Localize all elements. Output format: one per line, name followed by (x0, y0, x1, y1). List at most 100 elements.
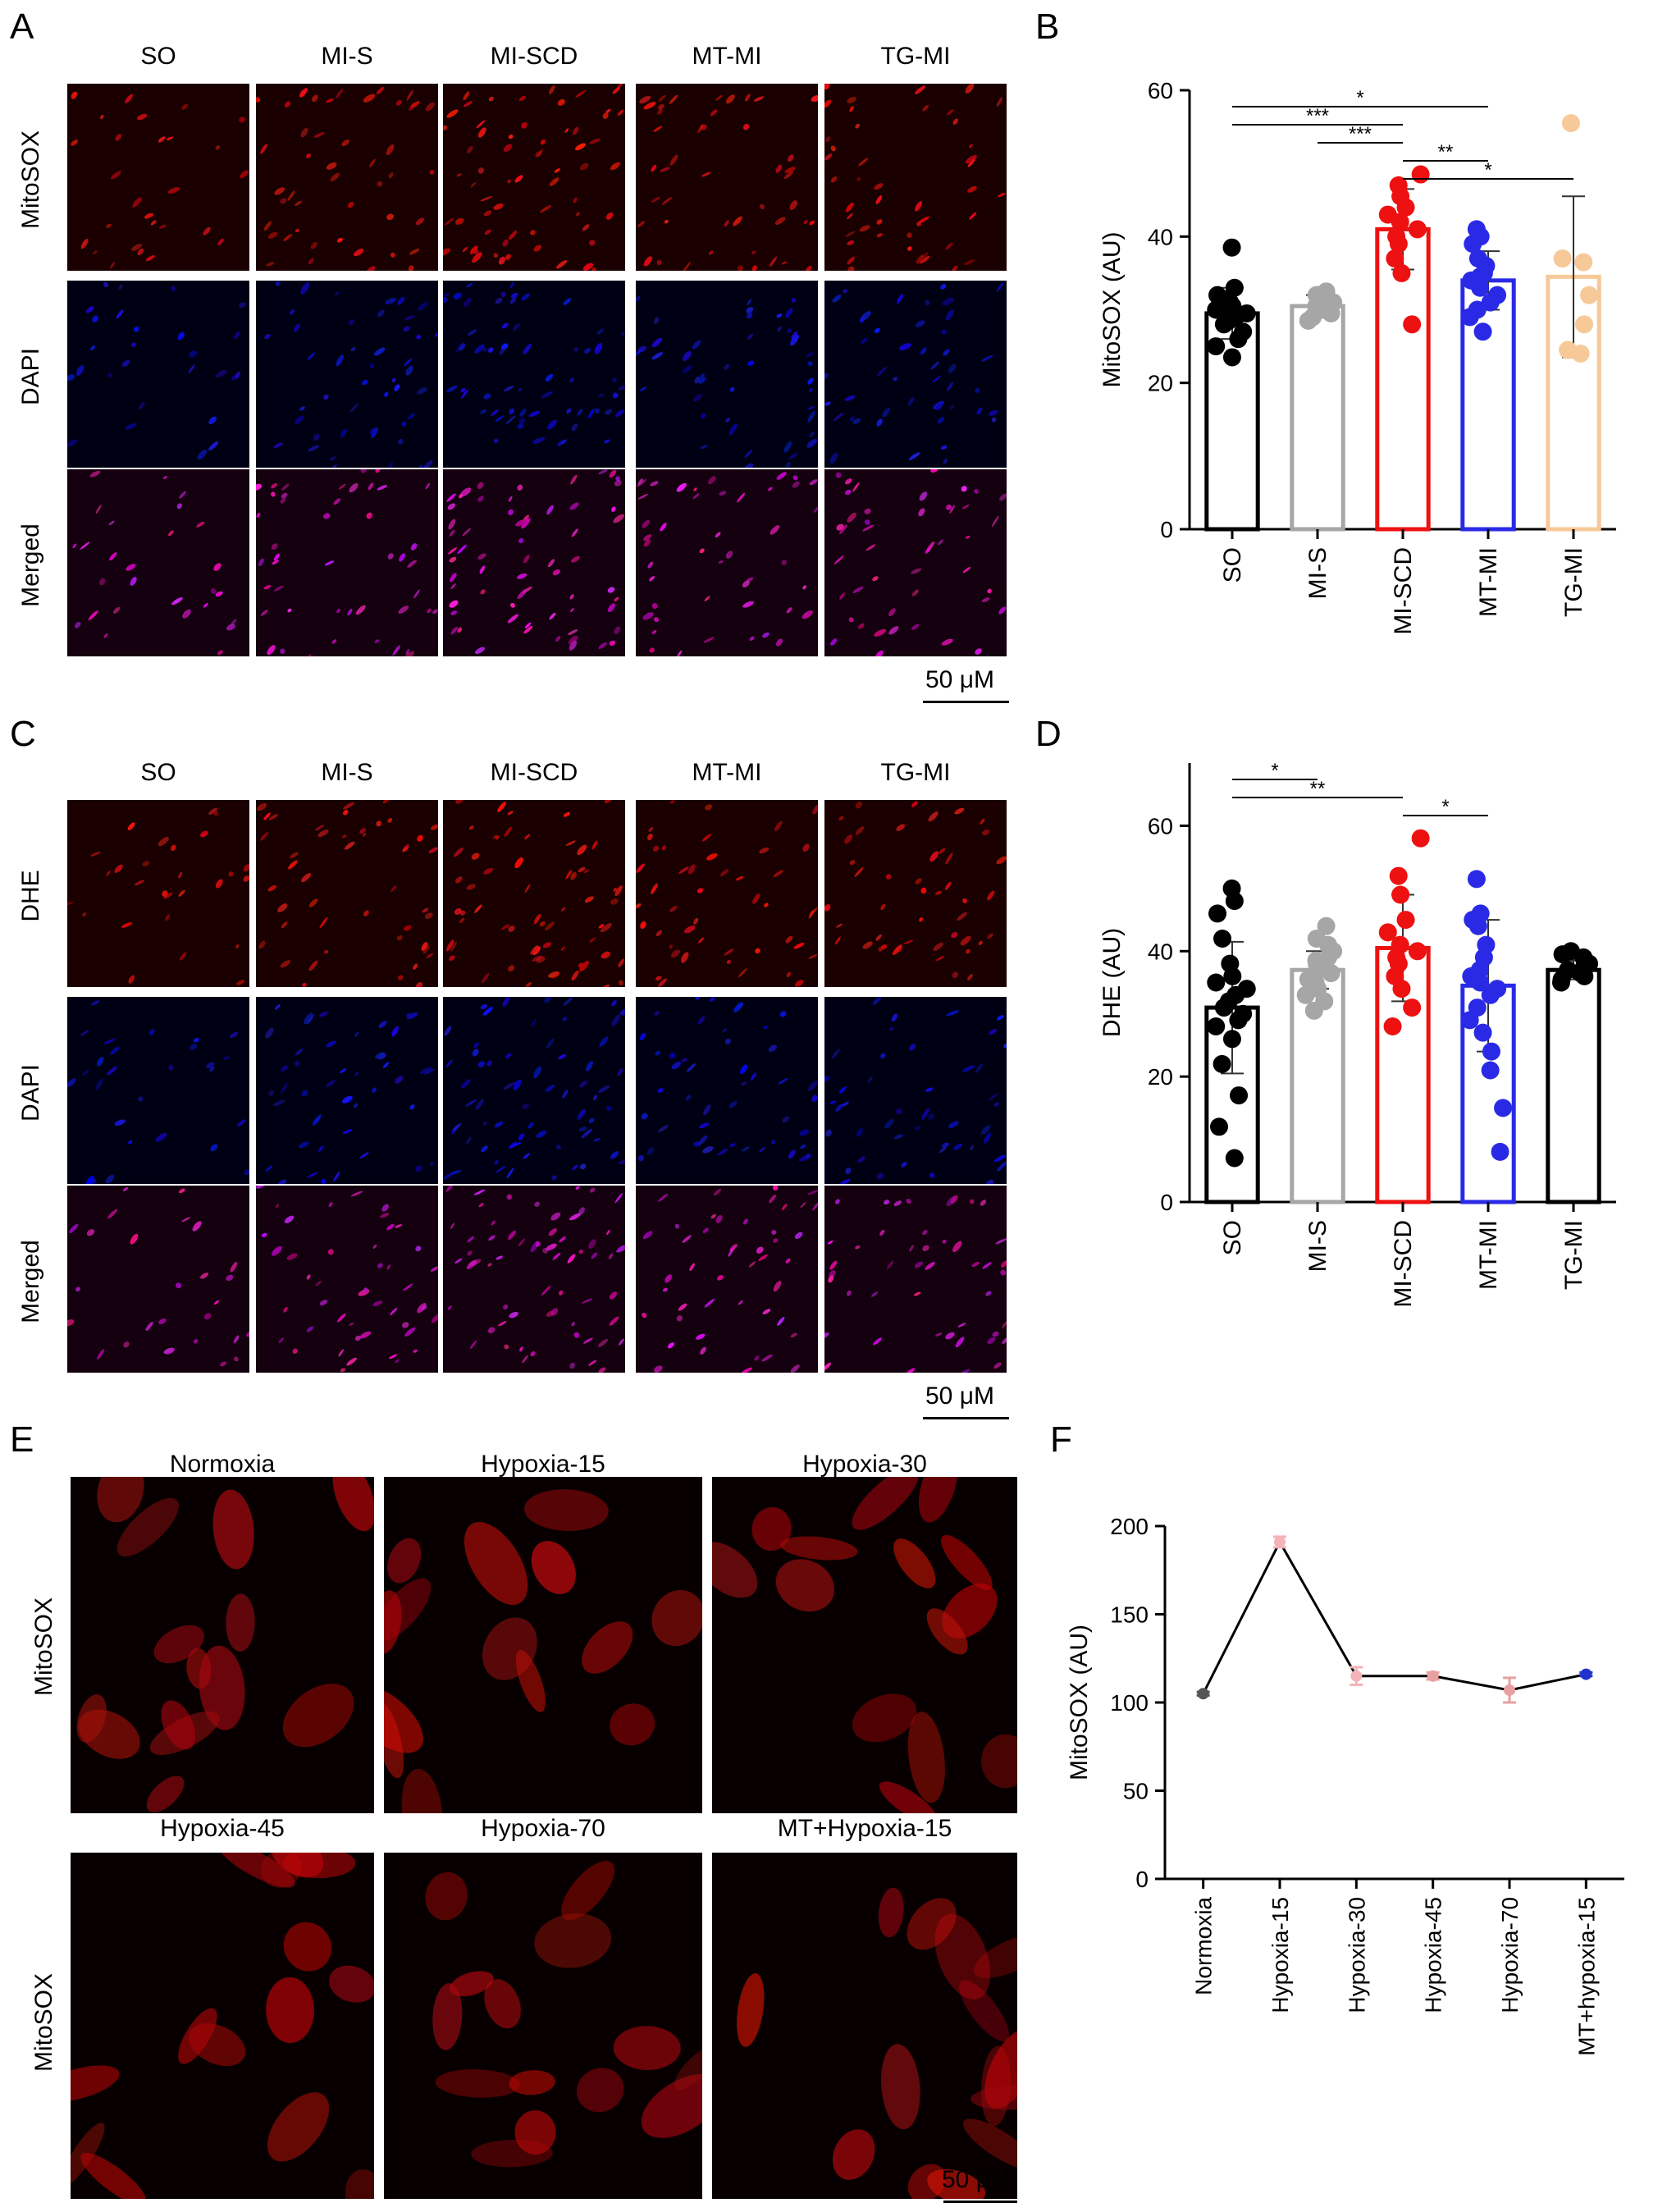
data-point (1383, 1017, 1402, 1035)
data-point (1296, 985, 1315, 1004)
y-tick-label: 40 (1148, 224, 1173, 249)
microscopy-image (256, 800, 438, 987)
x-tick-label: MT-MI (1475, 547, 1502, 617)
data-point (1389, 235, 1408, 254)
microscopy-image (712, 1477, 1017, 1813)
scale-bar-line (923, 1417, 1009, 1419)
image-title: Hypoxia-15 (481, 1451, 605, 1478)
y-tick-label: 60 (1148, 78, 1173, 103)
data-point (1403, 315, 1422, 334)
microscopy-image (712, 1853, 1017, 2199)
x-tick-label: SO (1219, 1220, 1246, 1255)
microscopy-image (824, 997, 1007, 1184)
scale-bar-line (923, 701, 1009, 703)
data-point (1571, 345, 1590, 363)
x-tick-label: TG-MI (1560, 1220, 1587, 1290)
row-label: DHE (17, 870, 44, 922)
y-tick-label: 20 (1148, 371, 1173, 396)
data-point (1214, 999, 1233, 1017)
data-point (1207, 1017, 1226, 1035)
data-point (1468, 916, 1487, 935)
row-label: DAPI (17, 347, 44, 406)
panel-letter-d: D (1035, 714, 1062, 754)
microscopy-image (443, 1186, 625, 1373)
data-point (1322, 964, 1340, 983)
scale-bar-label: 50 μM (925, 1382, 994, 1410)
data-point (1207, 300, 1226, 319)
panel-letter-b: B (1035, 7, 1060, 47)
significance-label: * (1271, 760, 1278, 782)
data-point (1222, 1030, 1241, 1049)
data-point (1403, 999, 1422, 1017)
y-axis-label: MitoSOX (AU) (1066, 1625, 1093, 1780)
column-label: MI-S (321, 759, 373, 786)
data-point (1481, 293, 1500, 312)
image-title: Hypoxia-45 (160, 1815, 285, 1842)
data-point (1460, 308, 1479, 327)
column-label: TG-MI (880, 759, 951, 786)
data-point (1213, 1054, 1231, 1073)
bar-chart-mitosox: 0 20 40 60 MitoSOX (AU) SO MI-S MI-SCD MT-MI TG-M… (1098, 78, 1616, 635)
microscopy-image (256, 1186, 438, 1373)
y-tick-label: 60 (1148, 813, 1173, 839)
y-axis-label: DHE (AU) (1098, 928, 1126, 1037)
data-point (1207, 973, 1226, 992)
microscopy-image (67, 800, 249, 987)
line-chart-mitosox-hypoxia: 0 50 100 150 200 MitoSOX (AU) Normoxia Hypoxia-… (1066, 1514, 1624, 2056)
data-point (1225, 892, 1244, 911)
microscopy-image (636, 469, 818, 656)
data-point (1575, 967, 1594, 985)
data-point (1350, 1670, 1363, 1682)
column-label: TG-MI (880, 43, 951, 70)
data-point (1553, 945, 1572, 964)
data-point (1553, 249, 1572, 268)
significance-label: * (1441, 796, 1449, 818)
scale-bar-label: 50 μM (925, 666, 994, 693)
data-point (1473, 322, 1492, 341)
microscopy-image (256, 997, 438, 1184)
microscopy-image (256, 281, 438, 468)
microscopy-image (824, 281, 1007, 468)
data-point (1471, 973, 1490, 992)
data-point (1482, 1042, 1500, 1061)
data-point (1408, 942, 1427, 961)
column-label: MI-SCD (490, 43, 578, 70)
microscopy-image (67, 281, 249, 468)
column-label: MT-MI (692, 43, 762, 70)
image-title: Hypoxia-30 (802, 1451, 927, 1478)
data-point (1561, 114, 1580, 133)
y-tick-label: 0 (1160, 1190, 1173, 1215)
data-point (1411, 165, 1430, 184)
x-tick-label: MI-SCD (1390, 1220, 1417, 1308)
row-label: MitoSOX (17, 130, 44, 230)
y-tick-label: 0 (1160, 517, 1173, 542)
data-point (1551, 973, 1570, 992)
row-label: MitoSOX (30, 1972, 57, 2073)
data-point (1580, 286, 1599, 304)
microscopy-image (71, 1853, 374, 2199)
data-point (1411, 829, 1430, 848)
x-tick-label: Normoxia (1191, 1897, 1217, 1995)
microscopy-image (443, 469, 625, 656)
data-point (1222, 348, 1241, 367)
microscopy-image (67, 997, 249, 1184)
data-point (1225, 278, 1244, 297)
y-tick-label: 50 (1123, 1779, 1149, 1804)
column-label: SO (140, 43, 176, 70)
microscopy-image (636, 800, 818, 987)
x-tick-label: MT+hypoxia-15 (1573, 1897, 1599, 2056)
microscopy-image (636, 281, 818, 468)
x-tick-label: MT-MI (1475, 1220, 1502, 1290)
significance-label: * (1356, 87, 1363, 109)
y-tick-label: 0 (1135, 1867, 1149, 1892)
data-point (1396, 911, 1415, 930)
microscopy-image (67, 1186, 249, 1373)
image-title: Normoxia (169, 1451, 276, 1478)
microscopy-image (824, 1186, 1007, 1373)
data-point (1222, 238, 1241, 257)
x-tick-label: MI-S (1304, 547, 1331, 599)
series-line (1202, 1539, 1587, 1694)
data-point (1460, 1011, 1479, 1030)
data-point (1580, 1668, 1592, 1680)
